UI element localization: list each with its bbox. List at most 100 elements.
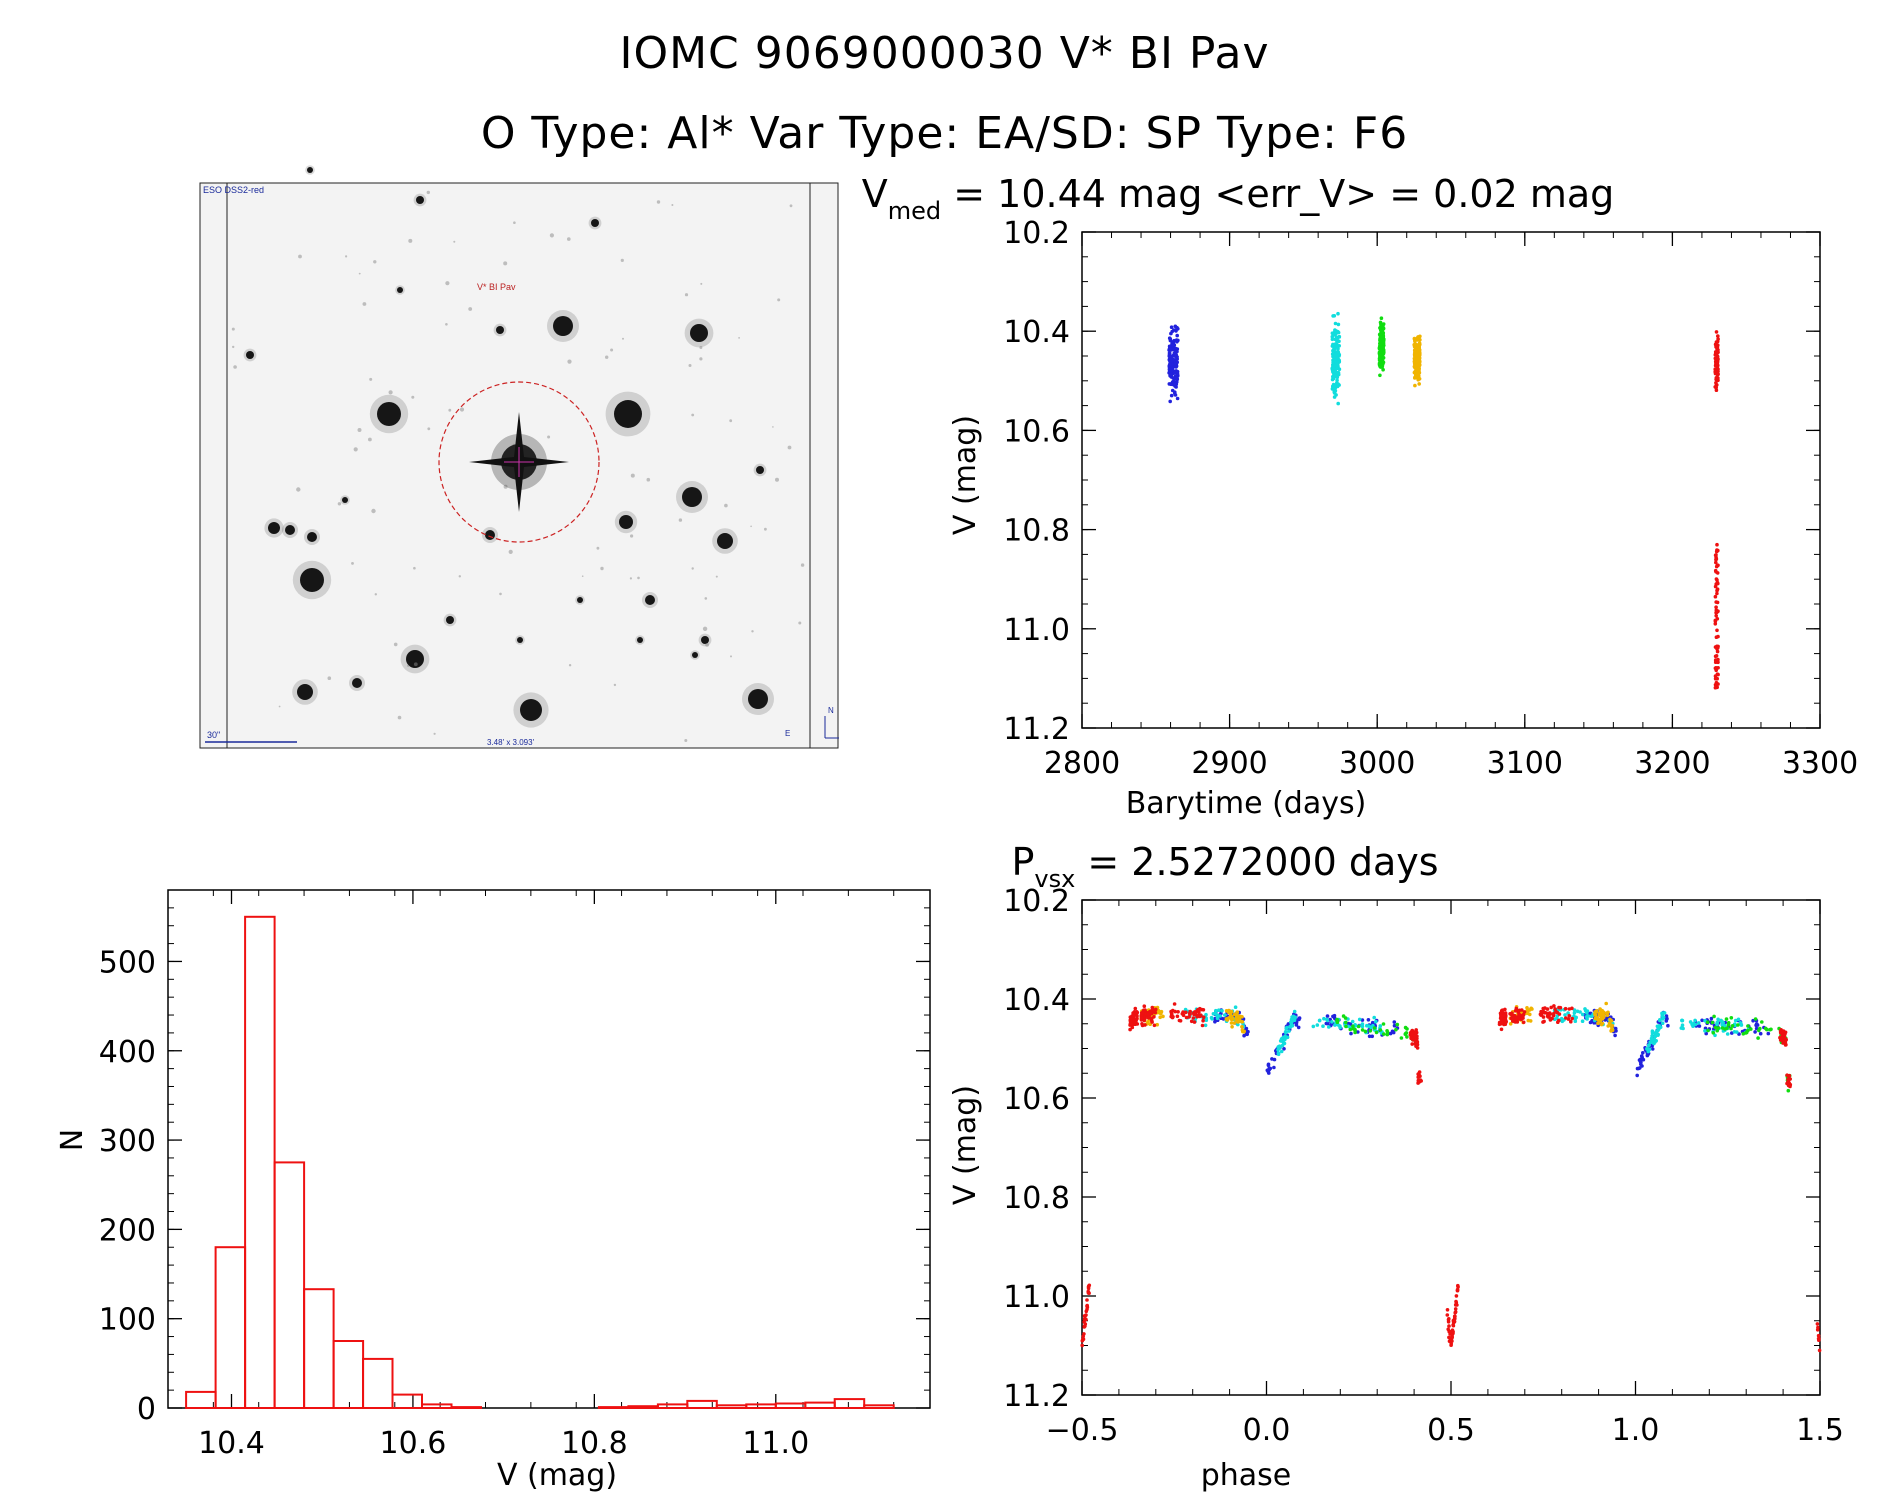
lightcurve-point	[1714, 549, 1719, 554]
phased-point	[1285, 1035, 1289, 1040]
lightcurve-point	[1381, 338, 1386, 343]
lightcurve-point	[1175, 325, 1179, 330]
phased-point	[1817, 1336, 1821, 1341]
lightcurve-point	[1335, 365, 1339, 370]
sky-star	[756, 466, 764, 474]
phased-point	[1399, 1036, 1404, 1040]
phased-point	[1381, 1022, 1386, 1026]
phased-point	[1294, 1023, 1299, 1027]
phased-point	[1150, 1005, 1155, 1010]
phased-point	[1152, 1015, 1156, 1019]
sky-faint-star	[549, 233, 555, 238]
sky-star-halo	[304, 529, 320, 545]
phased-point	[1325, 1021, 1330, 1026]
phased-point	[1223, 1013, 1227, 1017]
phased-point	[1161, 1014, 1165, 1019]
phased-point	[1356, 1030, 1360, 1034]
sky-star	[591, 219, 599, 227]
lightcurve-point	[1713, 350, 1718, 354]
phased-point	[1181, 1013, 1186, 1018]
phased-point	[1200, 1023, 1205, 1028]
phased-point	[1140, 1022, 1144, 1026]
phased-point	[1696, 1021, 1701, 1025]
histogram-bar	[332, 1340, 365, 1409]
phased-point	[1394, 1027, 1398, 1032]
phased-point	[1760, 1020, 1764, 1024]
phased-point	[1817, 1348, 1822, 1353]
phased-point	[1504, 1020, 1508, 1025]
phased-point	[1705, 1020, 1710, 1024]
lightcurve-point	[1330, 377, 1335, 382]
phased-point	[1280, 1039, 1284, 1043]
lightcurve-point	[1171, 343, 1175, 347]
phased-point	[1711, 1031, 1716, 1035]
phased-point	[1266, 1063, 1271, 1068]
phased-point	[1583, 1007, 1587, 1011]
lightcurve-point	[1333, 321, 1338, 326]
sky-faint-star	[699, 346, 703, 349]
phased-point	[1753, 1030, 1757, 1034]
histogram-bar	[833, 1398, 866, 1409]
lightcurve-ytick-label: 10.6	[1003, 414, 1070, 449]
phased-point	[1658, 1018, 1662, 1022]
phased-point	[1338, 1025, 1342, 1030]
phased-point	[1635, 1073, 1639, 1078]
phased-point	[1566, 1011, 1570, 1015]
lightcurve-point	[1175, 369, 1180, 374]
sky-faint-star	[426, 190, 430, 195]
lightcurve-point	[1173, 391, 1177, 396]
phased-ytick-label: 11.2	[1003, 1379, 1070, 1414]
sky-star	[377, 402, 401, 426]
phased-point	[1292, 1016, 1296, 1021]
sky-faint-star	[453, 240, 456, 243]
phased-point	[1567, 1014, 1571, 1018]
sky-faint-star	[345, 255, 348, 258]
survey-label: ESO DSS2-red	[203, 185, 264, 195]
phased-point	[1556, 1020, 1560, 1024]
phased-point	[1416, 1078, 1421, 1083]
lightcurve-point	[1714, 560, 1718, 565]
phased-point	[1646, 1043, 1651, 1048]
phased-point	[1409, 1035, 1413, 1040]
phased-point	[1176, 1010, 1180, 1014]
lightcurve-point	[1716, 581, 1720, 586]
lightcurve-point	[1714, 577, 1719, 581]
phased-point	[1715, 1028, 1719, 1033]
sky-faint-star	[547, 435, 551, 439]
phased-point	[1374, 1030, 1379, 1035]
phased-point	[1553, 1007, 1557, 1011]
lightcurve-point	[1414, 345, 1419, 349]
sky-star	[496, 326, 504, 334]
phased-point	[1652, 1037, 1656, 1041]
sky-star	[300, 568, 324, 592]
phased-point	[1366, 1024, 1371, 1028]
phased-point	[1335, 1017, 1339, 1022]
histogram-xtick-label: 10.8	[561, 1426, 628, 1461]
lightcurve-point	[1416, 360, 1421, 365]
phased-point	[1780, 1031, 1784, 1035]
histogram-ytick-label: 0	[137, 1392, 156, 1427]
phased-point	[1083, 1324, 1087, 1328]
lightcurve-ytick-label: 11.0	[1003, 613, 1070, 648]
histogram-bar	[804, 1401, 836, 1409]
sky-faint-star	[730, 655, 732, 658]
phased-point	[1730, 1031, 1734, 1035]
sky-star-halo	[690, 650, 700, 660]
lightcurve-point	[1381, 367, 1385, 372]
phased-point	[1447, 1335, 1451, 1340]
phased-point	[1680, 1018, 1685, 1023]
compass: N E	[785, 706, 839, 739]
phased-point	[1815, 1322, 1820, 1326]
phased-point	[1754, 1022, 1759, 1026]
histogram-bar	[214, 1246, 247, 1409]
sky-faint-star	[704, 597, 708, 600]
sky-star	[637, 637, 643, 643]
phased-point	[1593, 1010, 1597, 1014]
phased-point	[1220, 1009, 1224, 1013]
sky-faint-star	[371, 508, 376, 514]
sky-faint-star	[393, 642, 398, 647]
histogram-xtick-label: 10.6	[380, 1426, 447, 1461]
phased-point	[1189, 1019, 1194, 1024]
phased-point	[1453, 1310, 1457, 1315]
phased-point	[1325, 1014, 1330, 1018]
